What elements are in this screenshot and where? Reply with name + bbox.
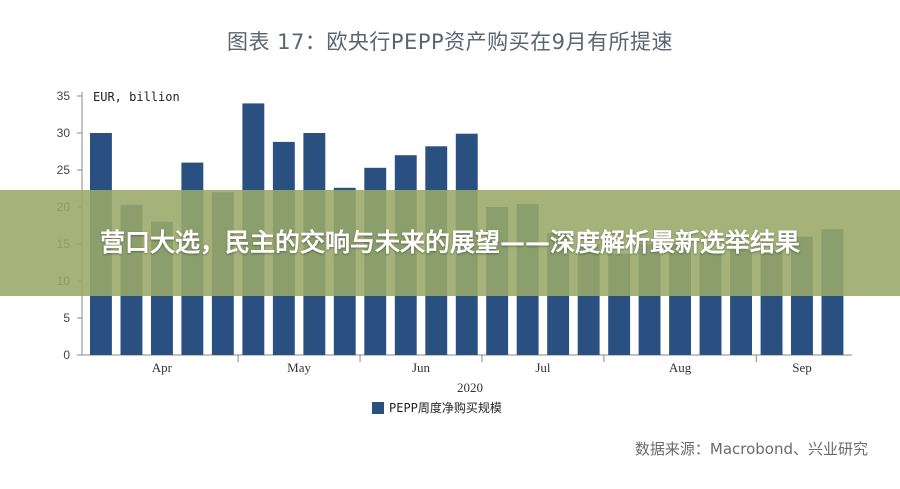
y-tick-label: 0 bbox=[63, 348, 70, 362]
y-tick-label: 25 bbox=[57, 163, 71, 177]
x-axis-year-label: 2020 bbox=[457, 380, 483, 395]
chart-title: 图表 17：欧央行PEPP资产购买在9月有所提速 bbox=[226, 30, 673, 54]
legend-label: PEPP周度净购买规模 bbox=[389, 400, 502, 415]
y-axis-label: EUR, billion bbox=[93, 90, 180, 104]
legend: PEPP周度净购买规模 bbox=[372, 400, 502, 415]
y-tick-label: 5 bbox=[63, 311, 70, 325]
legend-swatch bbox=[372, 402, 384, 414]
source-note: 数据来源：Macrobond、兴业研究 bbox=[634, 440, 868, 458]
x-tick-label: Sep bbox=[792, 360, 812, 375]
x-tick-label: May bbox=[287, 360, 311, 375]
headline-banner: 营口大选，民主的交响与未来的展望——深度解析最新选举结果 bbox=[0, 190, 900, 296]
x-tick-label: Apr bbox=[152, 360, 173, 375]
headline-text: 营口大选，民主的交响与未来的展望——深度解析最新选举结果 bbox=[99, 228, 800, 257]
x-tick-label: Jun bbox=[412, 360, 431, 375]
y-tick-label: 30 bbox=[57, 126, 71, 140]
x-tick-label: Jul bbox=[535, 360, 551, 375]
y-tick-label: 35 bbox=[57, 89, 71, 103]
x-tick-label: Aug bbox=[669, 360, 692, 375]
